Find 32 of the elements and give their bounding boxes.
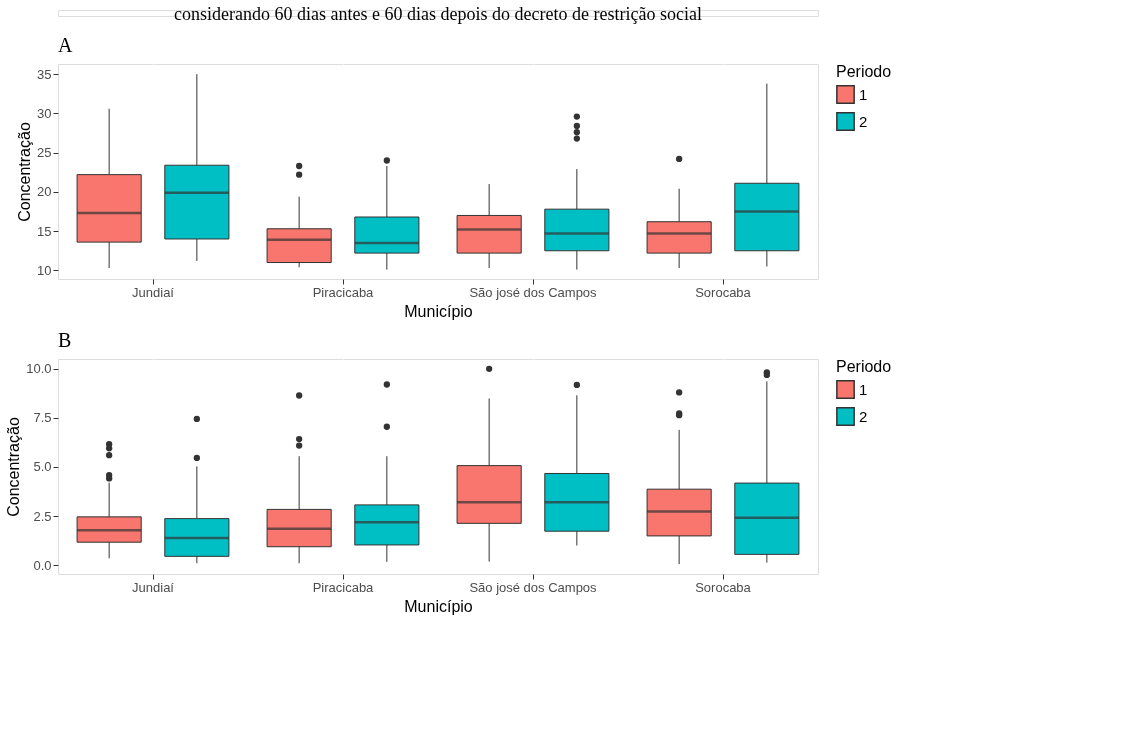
y-tick-label: 7.5 <box>33 410 52 426</box>
legend-label: 2 <box>859 407 868 425</box>
y-tick-label: 35 <box>37 66 52 82</box>
x-tick-label: Sorocaba <box>695 579 752 595</box>
legend-label: 1 <box>859 380 868 398</box>
legend-label: 1 <box>859 85 868 103</box>
chart-title: B <box>58 329 72 351</box>
y-tick-label: 10.0 <box>26 361 52 377</box>
x-tick-label: Sorocaba <box>695 284 752 300</box>
y-tick-label: 30 <box>37 105 52 121</box>
x-axis-title: Município <box>404 597 473 615</box>
x-tick-label: Jundiaí <box>132 284 175 300</box>
x-tick-label: São josé dos Campos <box>469 284 598 300</box>
y-tick-label: 5.0 <box>33 459 52 475</box>
x-tick-label: Piracicaba <box>312 284 375 300</box>
x-tick-label: Jundiaí <box>132 579 175 595</box>
legend-title: Periodo <box>836 358 892 375</box>
x-axis-title: Município <box>404 302 473 320</box>
y-tick-label: 20 <box>37 184 52 200</box>
y-tick-label: 10 <box>37 262 52 278</box>
chart-title: A <box>58 34 73 56</box>
legend-label: 2 <box>859 112 868 130</box>
y-tick-label: 15 <box>37 223 52 239</box>
text: considerando 60 dias antes e 60 dias depois do decreto de restrição social <box>174 4 702 24</box>
y-tick-label: 0.0 <box>33 557 52 573</box>
x-tick-label: São josé dos Campos <box>469 579 598 595</box>
y-tick-label: 2.5 <box>33 508 52 524</box>
y-tick-label: 25 <box>37 145 52 161</box>
y-axis-title: Concentração <box>5 417 23 517</box>
y-axis-title: Concentração <box>16 122 34 222</box>
x-tick-label: Piracicaba <box>312 579 375 595</box>
legend-title: Periodo <box>836 63 892 80</box>
